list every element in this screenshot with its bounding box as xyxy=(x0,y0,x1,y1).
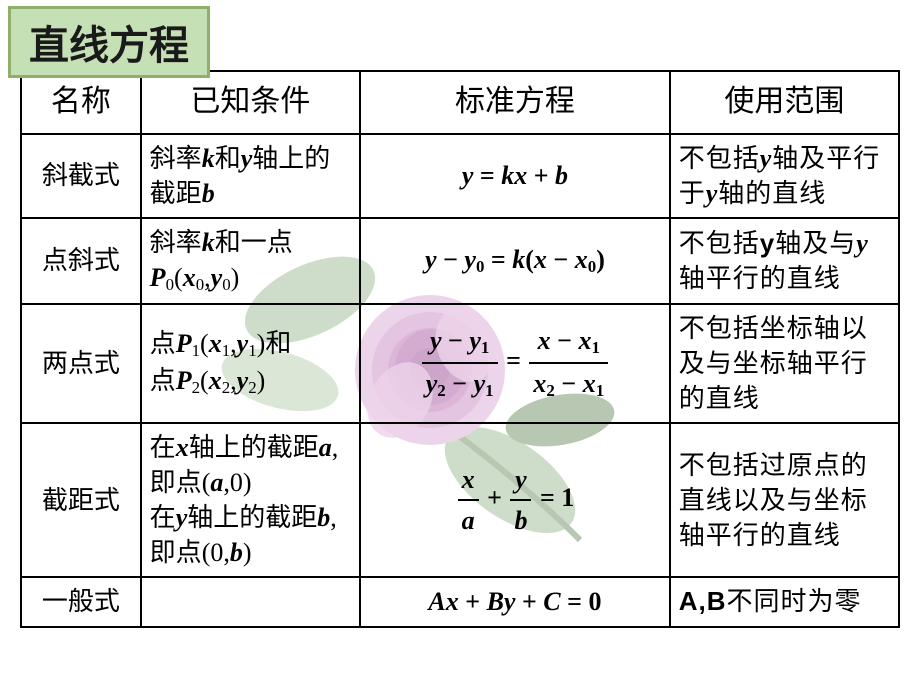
row-scope: 不包括坐标轴以及与坐标轴平行的直线 xyxy=(670,304,899,423)
row-condition xyxy=(141,577,361,626)
row-condition: 在x轴上的截距a,即点(a,0)在y轴上的截距b,即点(0,b) xyxy=(141,423,361,577)
table-row: 斜截式斜率k和y轴上的截距by = kx + b不包括y轴及平行于y轴的直线 xyxy=(21,134,899,218)
row-name: 一般式 xyxy=(21,577,141,626)
row-equation: y = kx + b xyxy=(360,134,670,218)
row-name: 点斜式 xyxy=(21,218,141,304)
equations-table: 名称 已知条件 标准方程 使用范围 斜截式斜率k和y轴上的截距by = kx +… xyxy=(20,70,900,628)
row-equation: y − y1y2 − y1 = x − x1x2 − x1 xyxy=(360,304,670,423)
row-equation: y − y0 = k(x − x0) xyxy=(360,218,670,304)
header-scope: 使用范围 xyxy=(670,71,899,134)
row-condition: 点P1(x1,y1)和点P2(x2,y2) xyxy=(141,304,361,423)
header-equation: 标准方程 xyxy=(360,71,670,134)
row-condition: 斜率k和y轴上的截距b xyxy=(141,134,361,218)
row-equation: Ax + By + C = 0 xyxy=(360,577,670,626)
table-row: 点斜式斜率k和一点P0(x0,y0)y − y0 = k(x − x0)不包括y… xyxy=(21,218,899,304)
header-condition: 已知条件 xyxy=(141,71,361,134)
table-body: 斜截式斜率k和y轴上的截距by = kx + b不包括y轴及平行于y轴的直线点斜… xyxy=(21,134,899,627)
row-scope: 不包括y轴及平行于y轴的直线 xyxy=(670,134,899,218)
table-row: 两点式点P1(x1,y1)和点P2(x2,y2)y − y1y2 − y1 = … xyxy=(21,304,899,423)
row-scope: A,B不同时为零 xyxy=(670,577,899,626)
row-name: 两点式 xyxy=(21,304,141,423)
row-equation: xa + yb = 1 xyxy=(360,423,670,577)
row-scope: 不包括y轴及与y轴平行的直线 xyxy=(670,218,899,304)
table-row: 一般式 Ax + By + C = 0A,B不同时为零 xyxy=(21,577,899,626)
row-scope: 不包括过原点的直线以及与坐标轴平行的直线 xyxy=(670,423,899,577)
page-title: 直线方程 xyxy=(8,6,210,78)
row-name: 斜截式 xyxy=(21,134,141,218)
header-name: 名称 xyxy=(21,71,141,134)
row-name: 截距式 xyxy=(21,423,141,577)
table-header-row: 名称 已知条件 标准方程 使用范围 xyxy=(21,71,899,134)
row-condition: 斜率k和一点P0(x0,y0) xyxy=(141,218,361,304)
table-row: 截距式在x轴上的截距a,即点(a,0)在y轴上的截距b,即点(0,b)xa + … xyxy=(21,423,899,577)
